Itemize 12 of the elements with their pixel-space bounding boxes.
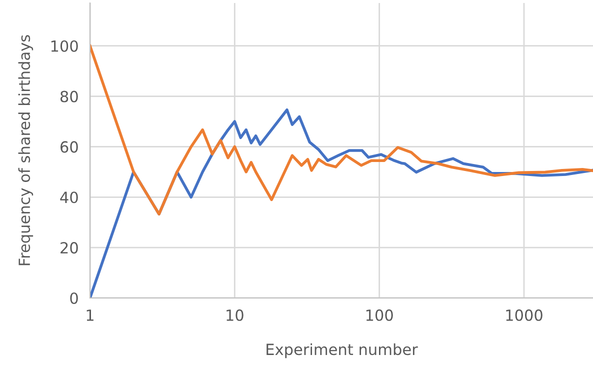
x-axis-title: Experiment number <box>266 343 418 358</box>
y-tick-label: 40 <box>60 192 78 204</box>
y-tick-label: 100 <box>51 40 78 52</box>
x-tick-label: 1 <box>86 310 94 321</box>
x-tick-label: 10 <box>226 309 244 321</box>
y-tick-label: 20 <box>60 242 78 254</box>
y-tick-label: 60 <box>60 141 78 153</box>
y-tick-label: 0 <box>70 292 78 304</box>
x-tick-label: 1000 <box>506 309 542 321</box>
y-tick-label: 80 <box>60 90 78 102</box>
x-tick-label: 100 <box>366 309 393 321</box>
y-axis-title: Frequency of shared birthdays <box>18 35 34 266</box>
